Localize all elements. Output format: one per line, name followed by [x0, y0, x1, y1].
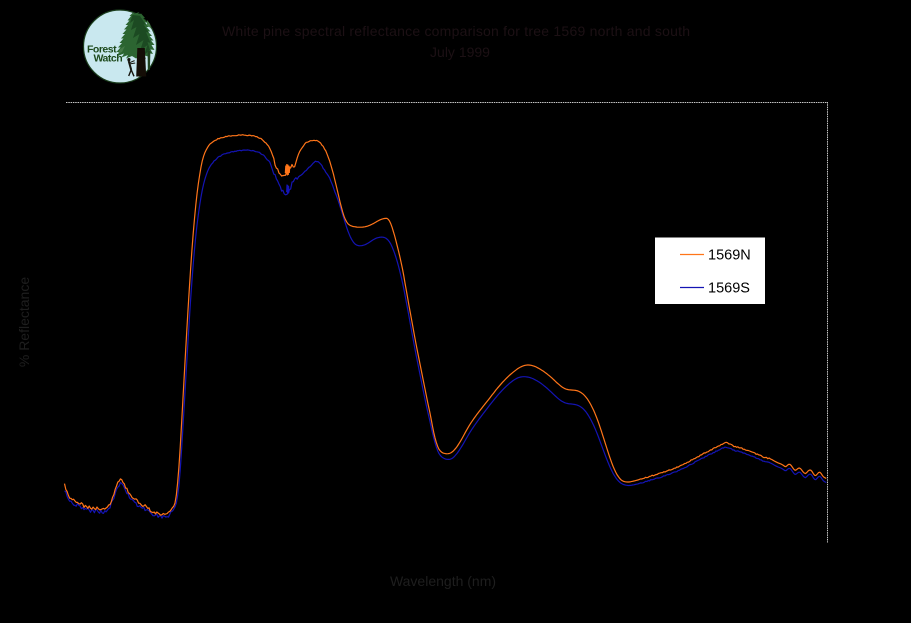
- svg-text:% Reflectance: % Reflectance: [16, 277, 32, 367]
- svg-text:Forest: Forest: [87, 43, 117, 55]
- svg-text:1569N: 1569N: [708, 248, 751, 264]
- svg-text:White pine spectral reflectanc: White pine spectral reflectance comparis…: [222, 23, 690, 39]
- svg-text:Watch: Watch: [94, 53, 123, 65]
- svg-text:Wavelength (nm): Wavelength (nm): [390, 573, 496, 589]
- svg-text:July 1999: July 1999: [430, 44, 490, 60]
- svg-text:1569S: 1569S: [708, 281, 750, 297]
